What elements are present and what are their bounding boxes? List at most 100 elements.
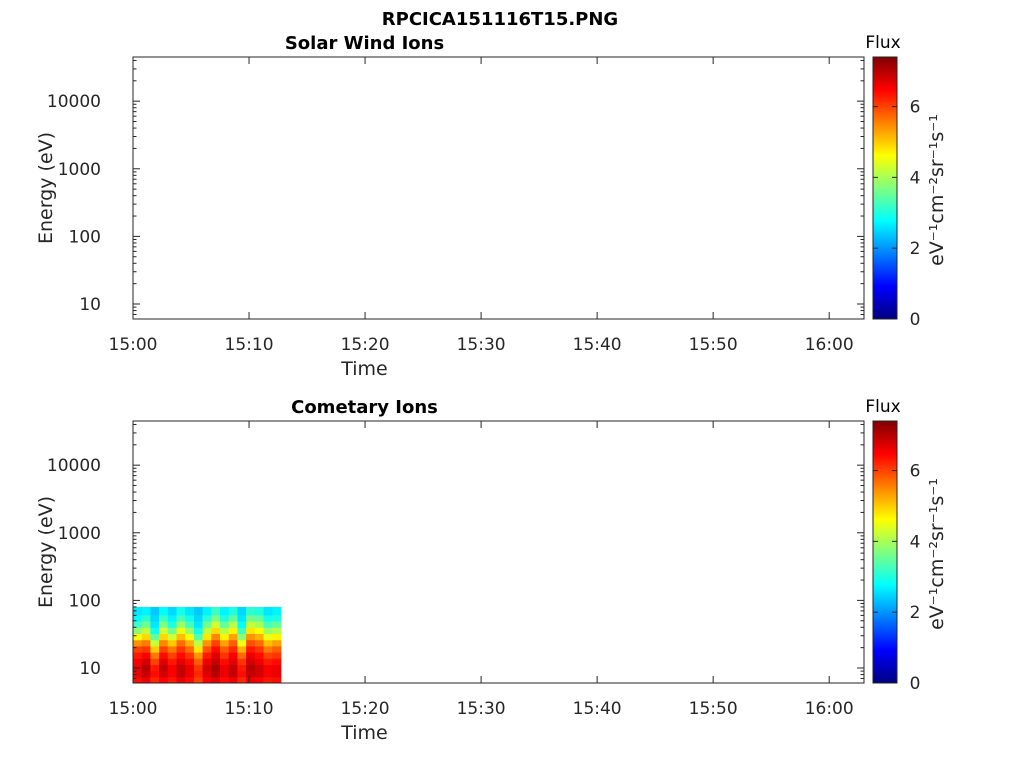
y-tick-label: 10000: [47, 456, 101, 476]
heatmap-cell: [176, 677, 186, 684]
heatmap-cell: [141, 658, 151, 665]
y-axis-label: Energy (eV): [35, 132, 57, 244]
x-tick-label: 15:40: [573, 335, 622, 355]
heatmap-cell: [220, 652, 230, 659]
x-tick-label: 15:50: [689, 699, 738, 719]
heatmap-cell: [263, 639, 273, 647]
heatmap-cell: [220, 670, 230, 678]
heatmap-cell: [176, 646, 186, 653]
heatmap-cell: [272, 633, 282, 641]
heatmap-cell: [159, 639, 169, 647]
heatmap-cell: [150, 621, 160, 628]
heatmap-cell: [193, 658, 204, 665]
heatmap-cell: [159, 652, 169, 659]
heatmap-cell: [167, 658, 177, 665]
heatmap-cell: [133, 670, 143, 678]
colorbar-tick-label: 2: [910, 603, 921, 623]
heatmap-cell: [167, 677, 177, 684]
heatmap-cell: [263, 606, 273, 616]
heatmap-cell: [133, 677, 143, 684]
heatmap-cell: [176, 652, 186, 659]
heatmap-cell: [254, 606, 264, 616]
heatmap-cell: [211, 627, 221, 635]
heatmap-cell: [237, 652, 247, 659]
heatmap-cell: [133, 633, 143, 641]
y-tick-label: 10: [79, 295, 101, 315]
heatmap-cell: [220, 627, 230, 635]
heatmap-cell: [263, 652, 273, 659]
heatmap-cell: [246, 627, 256, 635]
x-tick-label: 15:20: [341, 699, 390, 719]
colorbar-tick-label: 6: [910, 462, 921, 482]
heatmap-cell: [185, 664, 195, 672]
heatmap-cell: [246, 658, 256, 665]
x-tick-label: 15:00: [109, 699, 158, 719]
heatmap-cell: [246, 621, 256, 628]
heatmap-cell: [133, 646, 143, 653]
heatmap-cell: [167, 652, 177, 659]
heatmap-cell: [185, 639, 195, 647]
heatmap-cell: [211, 646, 221, 653]
heatmap-cell: [176, 621, 186, 628]
heatmap-cell: [141, 606, 151, 616]
x-tick-label: 16:00: [805, 699, 854, 719]
heatmap-cell: [176, 639, 186, 647]
heatmap-cell: [159, 677, 169, 684]
heatmap-cell: [185, 621, 195, 628]
heatmap-cell: [167, 670, 177, 678]
heatmap-cell: [150, 646, 160, 653]
heatmap-cell: [133, 652, 143, 659]
heatmap-cell: [202, 652, 212, 659]
heatmap-cell: [272, 639, 282, 647]
heatmap-cell: [272, 606, 282, 616]
heatmap-cell: [167, 639, 177, 647]
heatmap-cell: [246, 652, 256, 659]
heatmap-cell: [185, 652, 195, 659]
heatmap-cell: [272, 627, 282, 635]
x-tick-label: 16:00: [805, 335, 854, 355]
heatmap-cell: [272, 621, 282, 628]
heatmap-cell: [202, 606, 212, 616]
heatmap-cell: [193, 615, 204, 622]
heatmap-cell: [202, 615, 212, 622]
x-tick-label: 15:00: [109, 335, 158, 355]
heatmap-cell: [237, 658, 247, 665]
heatmap-cell: [185, 633, 195, 641]
heatmap-cell: [185, 670, 195, 678]
heatmap-cell: [193, 670, 204, 678]
heatmap-cell: [167, 646, 177, 653]
heatmap-cells: [133, 606, 282, 684]
heatmap-cell: [202, 664, 212, 672]
heatmap-cell: [167, 633, 177, 641]
heatmap-cell: [254, 670, 264, 678]
heatmap-cell: [159, 658, 169, 665]
heatmap-cell: [272, 664, 282, 672]
heatmap-cell: [228, 639, 238, 647]
heatmap-cell: [141, 621, 151, 628]
colorbar: Flux 0 2 4 6eV⁻¹cm⁻²sr⁻¹s⁻¹: [865, 33, 948, 330]
heatmap-cell: [193, 606, 204, 616]
heatmap-cell: [176, 633, 186, 641]
x-tick-label: 15:20: [341, 335, 390, 355]
heatmap-cell: [159, 664, 169, 672]
heatmap-cell: [150, 658, 160, 665]
heatmap-cell: [150, 670, 160, 678]
heatmap-cell: [272, 658, 282, 665]
x-tick-label: 15:10: [225, 699, 274, 719]
heatmap-cell: [150, 606, 160, 616]
heatmap-cell: [211, 615, 221, 622]
heatmap-cell: [193, 639, 204, 647]
heatmap-cell: [193, 652, 204, 659]
y-tick-label: 10: [79, 659, 101, 679]
heatmap-cell: [150, 652, 160, 659]
heatmap-cell: [141, 627, 151, 635]
heatmap-cell: [193, 627, 204, 635]
heatmap-cell: [211, 633, 221, 641]
chart-panel-2: Cometary Ions 10 100 1000 10000 15:00 15:10 15:…: [35, 397, 948, 744]
heatmap-cell: [167, 621, 177, 628]
heatmap-cell: [254, 615, 264, 622]
heatmap-cell: [237, 621, 247, 628]
heatmap-cell: [193, 664, 204, 672]
heatmap-cell: [211, 621, 221, 628]
heatmap-cell: [176, 627, 186, 635]
